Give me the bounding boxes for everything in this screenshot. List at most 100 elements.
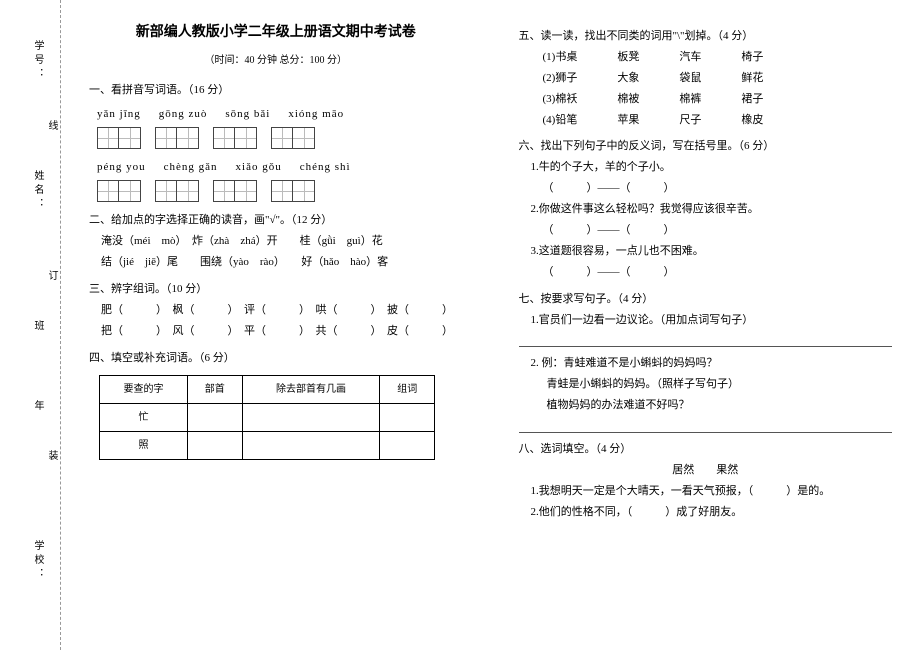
word: 棉被 xyxy=(617,89,639,110)
q6-blank: （ ）——（ ） xyxy=(519,262,893,283)
pinyin: chèng gǎn xyxy=(164,157,218,178)
q6-s1: 1.牛的个子大，羊的个子小。 xyxy=(519,157,893,178)
q7-s2c: 植物妈妈的办法难道不好吗？ xyxy=(519,395,893,416)
td xyxy=(242,431,380,459)
word: 苹果 xyxy=(617,110,639,131)
tian-pair xyxy=(155,180,199,202)
q1-boxes-row1 xyxy=(97,127,463,149)
q5-row: (1)书桌 板凳 汽车 椅子 xyxy=(519,47,893,68)
q1-boxes-row2 xyxy=(97,180,463,202)
td xyxy=(380,403,435,431)
q3-line1: 肥（ ） 枫（ ） 评（ ） 哄（ ） 披（ ） xyxy=(89,300,463,321)
word: 大象 xyxy=(617,68,639,89)
q3-line2: 把（ ） 风（ ） 平（ ） 共（ ） 皮（ ） xyxy=(89,321,463,342)
q6-s3: 3.这道题很容易，一点儿也不困难。 xyxy=(519,241,893,262)
q1: 一、看拼音写词语。（16 分） yǎn jīng gōng zuò sōng b… xyxy=(89,80,463,203)
tian-pair xyxy=(97,127,141,149)
pinyin: chéng shì xyxy=(300,157,351,178)
td xyxy=(187,431,242,459)
label-xingming: 姓名： xyxy=(30,170,45,212)
word: (1)书桌 xyxy=(543,47,578,68)
th: 组词 xyxy=(380,375,435,403)
q4: 四、填空或补充词语。（6 分） 要查的字 部首 除去部首有几画 组词 忙 照 xyxy=(89,348,463,460)
label-ding: 订 xyxy=(44,270,59,284)
q7-s1: 1.官员们一边看一边议论。（用加点词写句子） xyxy=(519,310,893,331)
tian-pair xyxy=(271,180,315,202)
word: 汽车 xyxy=(679,47,701,68)
td: 忙 xyxy=(100,403,188,431)
exam-page: 学号： 线 姓名： 订 班 年 装 学校： 新部编人教版小学二年级上册语文期中考… xyxy=(0,0,920,650)
label-xuexiao: 学校： xyxy=(30,540,45,582)
q5: 五、读一读，找出不同类的词用"\"划掉。（4 分） (1)书桌 板凳 汽车 椅子… xyxy=(519,26,893,130)
q2: 二、给加点的字选择正确的读音，画"√"。（12 分） 淹没（méi mò） 炸（… xyxy=(89,210,463,273)
q2-line1: 淹没（méi mò） 炸（zhà zhá）开 桂（gǜi guì）花 xyxy=(89,231,463,252)
word: 袋鼠 xyxy=(679,68,701,89)
q3-heading: 三、辨字组词。（10 分） xyxy=(89,279,463,300)
td xyxy=(380,431,435,459)
binding-margin: 学号： 线 姓名： 订 班 年 装 学校： xyxy=(0,0,61,650)
answer-line xyxy=(519,332,893,347)
q8-s2: 2.他们的性格不同，（ ）成了好朋友。 xyxy=(519,502,893,523)
pinyin: xiǎo gǒu xyxy=(236,157,282,178)
word: 尺子 xyxy=(679,110,701,131)
label-xuehao: 学号： xyxy=(30,40,45,82)
th: 除去部首有几画 xyxy=(242,375,380,403)
word: 鲜花 xyxy=(741,68,763,89)
label-zhuang: 装 xyxy=(44,450,59,464)
q5-row: (4)铅笔 苹果 尺子 橡皮 xyxy=(519,110,893,131)
answer-line xyxy=(519,418,893,433)
word: 棉裤 xyxy=(679,89,701,110)
q2-line2: 结（jié jiē）尾 围绕（yào rào） 好（hǎo hào）客 xyxy=(89,252,463,273)
tian-pair xyxy=(155,127,199,149)
q8-s1: 1.我想明天一定是个大晴天，一看天气预报，（ ）是的。 xyxy=(519,481,893,502)
pinyin: péng you xyxy=(97,157,146,178)
q3: 三、辨字组词。（10 分） 肥（ ） 枫（ ） 评（ ） 哄（ ） 披（ ） 把… xyxy=(89,279,463,342)
word: 椅子 xyxy=(741,47,763,68)
q8: 八、选词填空。（4 分） 居然 果然 1.我想明天一定是个大晴天，一看天气预报，… xyxy=(519,439,893,523)
q6: 六、找出下列句子中的反义词，写在括号里。（6 分） 1.牛的个子大，羊的个子小。… xyxy=(519,136,893,282)
th: 部首 xyxy=(187,375,242,403)
pinyin: yǎn jīng xyxy=(97,104,141,125)
label-xian: 线 xyxy=(44,120,59,134)
pinyin: gōng zuò xyxy=(159,104,208,125)
right-column: 五、读一读，找出不同类的词用"\"划掉。（4 分） (1)书桌 板凳 汽车 椅子… xyxy=(491,0,920,650)
exam-subtitle: （时间：40 分钟 总分：100 分） xyxy=(89,51,463,70)
pinyin: xióng māo xyxy=(288,104,344,125)
word: (4)铅笔 xyxy=(543,110,578,131)
q4-heading: 四、填空或补充词语。（6 分） xyxy=(89,348,463,369)
q4-table: 要查的字 部首 除去部首有几画 组词 忙 照 xyxy=(99,375,435,460)
q6-blank: （ ）——（ ） xyxy=(519,220,893,241)
q7-s2b: 青蛙是小蝌蚪的妈妈。（照样子写句子） xyxy=(519,374,893,395)
q5-row: (2)狮子 大象 袋鼠 鲜花 xyxy=(519,68,893,89)
q7-heading: 七、按要求写句子。（4 分） xyxy=(519,289,893,310)
th: 要查的字 xyxy=(100,375,188,403)
q5-row: (3)棉袄 棉被 棉裤 裙子 xyxy=(519,89,893,110)
q6-s2: 2.你做这件事这么轻松吗？我觉得应该很辛苦。 xyxy=(519,199,893,220)
label-nian: 年 xyxy=(30,400,45,414)
td xyxy=(242,403,380,431)
exam-title: 新部编人教版小学二年级上册语文期中考试卷 xyxy=(89,20,463,47)
q5-heading: 五、读一读，找出不同类的词用"\"划掉。（4 分） xyxy=(519,26,893,47)
q6-blank: （ ）——（ ） xyxy=(519,178,893,199)
tian-pair xyxy=(97,180,141,202)
q7: 七、按要求写句子。（4 分） 1.官员们一边看一边议论。（用加点词写句子） 2.… xyxy=(519,289,893,433)
q8-words: 居然 果然 xyxy=(519,460,893,481)
tian-pair xyxy=(213,180,257,202)
label-ban: 班 xyxy=(30,320,45,334)
q1-heading: 一、看拼音写词语。（16 分） xyxy=(89,80,463,101)
tian-pair xyxy=(213,127,257,149)
td: 照 xyxy=(100,431,188,459)
q6-heading: 六、找出下列句子中的反义词，写在括号里。（6 分） xyxy=(519,136,893,157)
tian-pair xyxy=(271,127,315,149)
td xyxy=(187,403,242,431)
q8-heading: 八、选词填空。（4 分） xyxy=(519,439,893,460)
q1-pinyin-row2: péng you chèng gǎn xiǎo gǒu chéng shì xyxy=(97,157,463,178)
word: 裙子 xyxy=(741,89,763,110)
q2-heading: 二、给加点的字选择正确的读音，画"√"。（12 分） xyxy=(89,210,463,231)
q7-s2a: 2. 例：青蛙难道不是小蝌蚪的妈妈吗？ xyxy=(519,353,893,374)
left-column: 新部编人教版小学二年级上册语文期中考试卷 （时间：40 分钟 总分：100 分）… xyxy=(61,0,491,650)
word: (3)棉袄 xyxy=(543,89,578,110)
pinyin: sōng bǎi xyxy=(225,104,270,125)
word: 板凳 xyxy=(617,47,639,68)
word: 橡皮 xyxy=(741,110,763,131)
